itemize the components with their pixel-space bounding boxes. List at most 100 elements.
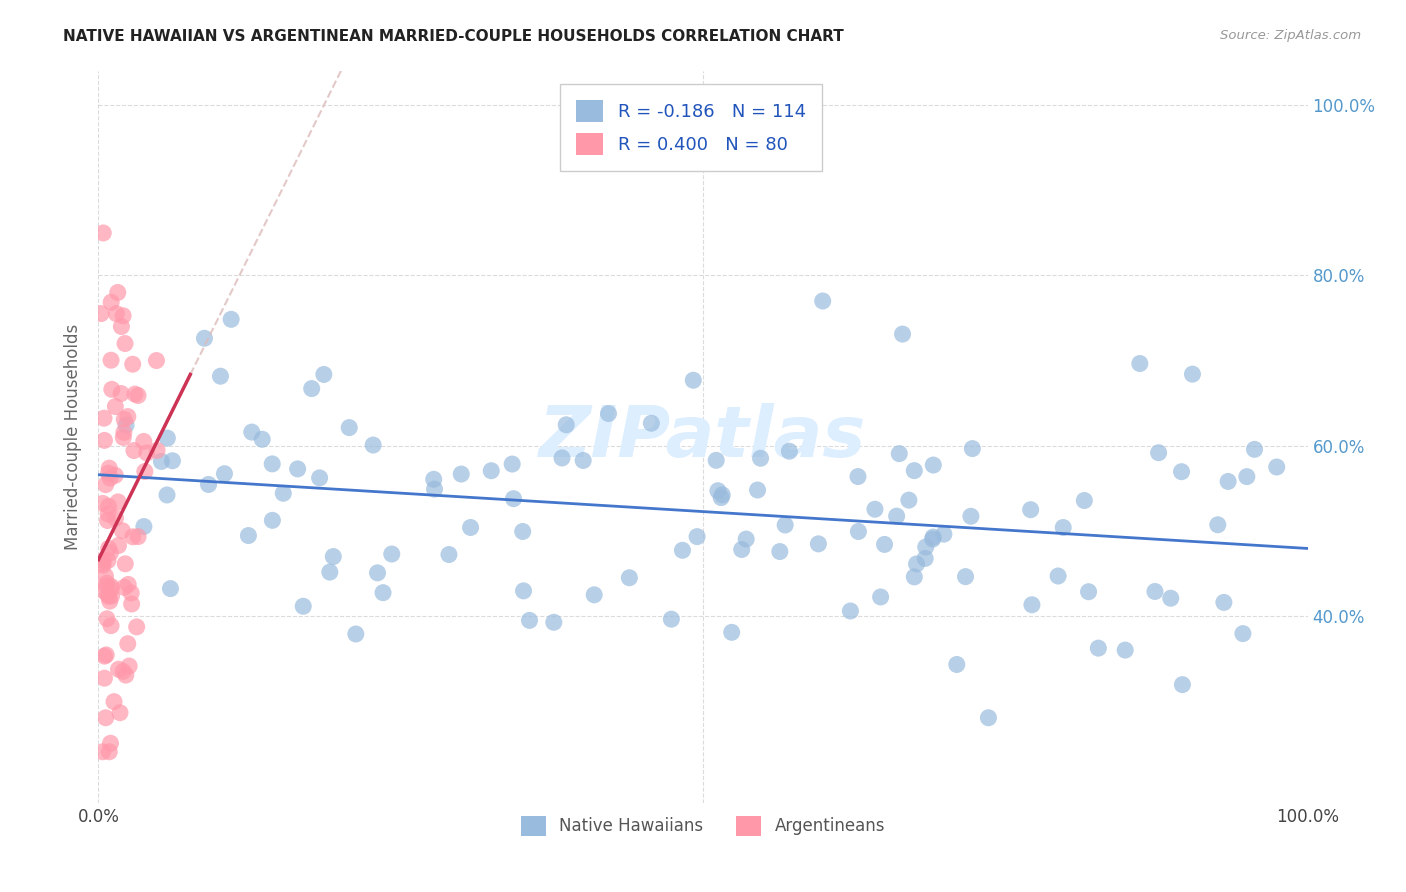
Point [98,471,121,485]
Point [1243,442,1265,457]
Point [807,537,830,551]
Point [96,612,118,626]
Point [932,527,955,541]
Point [104,400,127,414]
Point [512,583,534,598]
Point [134,465,156,479]
Point [479,464,502,478]
Point [1216,475,1239,489]
Point [107,662,129,676]
Point [132,519,155,533]
Point [903,464,925,478]
Point [749,451,772,466]
Point [96,648,118,662]
Point [112,665,135,679]
Point [962,442,984,456]
Point [93,553,115,567]
Point [1087,641,1109,656]
Point [94,569,117,583]
Point [512,524,534,539]
Point [108,706,131,720]
Point [127,388,149,402]
Point [97,587,120,601]
Point [308,471,330,485]
Point [543,615,565,630]
Point [117,409,139,424]
Point [100,353,122,368]
Point [115,418,138,433]
Point [105,307,128,321]
Point [219,312,242,326]
Y-axis label: Married-couple Households: Married-couple Households [65,324,83,550]
Point [262,457,284,471]
Point [710,491,733,505]
Point [337,420,360,434]
Point [450,467,472,481]
Point [110,319,132,334]
Point [104,511,127,525]
Point [778,444,800,458]
Point [735,532,758,546]
Point [1171,678,1194,692]
Point [886,509,908,524]
Point [91,226,114,240]
Point [91,745,114,759]
Point [159,582,181,596]
Point [301,382,323,396]
Point [117,637,139,651]
Point [209,369,232,384]
Point [671,543,693,558]
Point [1052,520,1074,534]
Point [240,425,263,439]
Point [1021,598,1043,612]
Point [238,528,260,542]
Point [100,618,122,632]
Point [371,585,394,599]
Point [103,695,125,709]
Point [551,450,574,465]
Point [91,558,114,573]
Point [897,493,920,508]
Point [93,649,115,664]
Point [91,557,114,571]
Point [97,590,120,604]
Point [114,557,136,571]
Point [117,577,139,591]
Point [156,488,179,502]
Point [922,458,945,472]
Point [93,434,115,448]
Point [1077,584,1099,599]
Point [863,502,886,516]
Point [1114,643,1136,657]
Point [118,659,141,673]
Point [583,588,606,602]
Point [127,530,149,544]
Point [97,553,120,567]
Point [112,581,135,595]
Point [905,557,928,571]
Point [262,513,284,527]
Point [114,336,136,351]
Point [423,482,446,496]
Point [381,547,404,561]
Point [97,507,120,521]
Point [93,671,115,685]
Point [747,483,769,497]
Point [112,425,135,440]
Point [110,386,132,401]
Point [682,373,704,387]
Point [946,657,969,672]
Point [619,571,641,585]
Point [100,736,122,750]
Point [146,443,169,458]
Point [96,578,118,592]
Point [1047,569,1070,583]
Legend: Native Hawaiians, Argentineans: Native Hawaiians, Argentineans [508,802,898,849]
Point [94,711,117,725]
Point [344,627,367,641]
Point [731,542,754,557]
Point [96,514,118,528]
Point [121,530,143,544]
Text: ZIPatlas: ZIPatlas [540,402,866,472]
Point [120,586,142,600]
